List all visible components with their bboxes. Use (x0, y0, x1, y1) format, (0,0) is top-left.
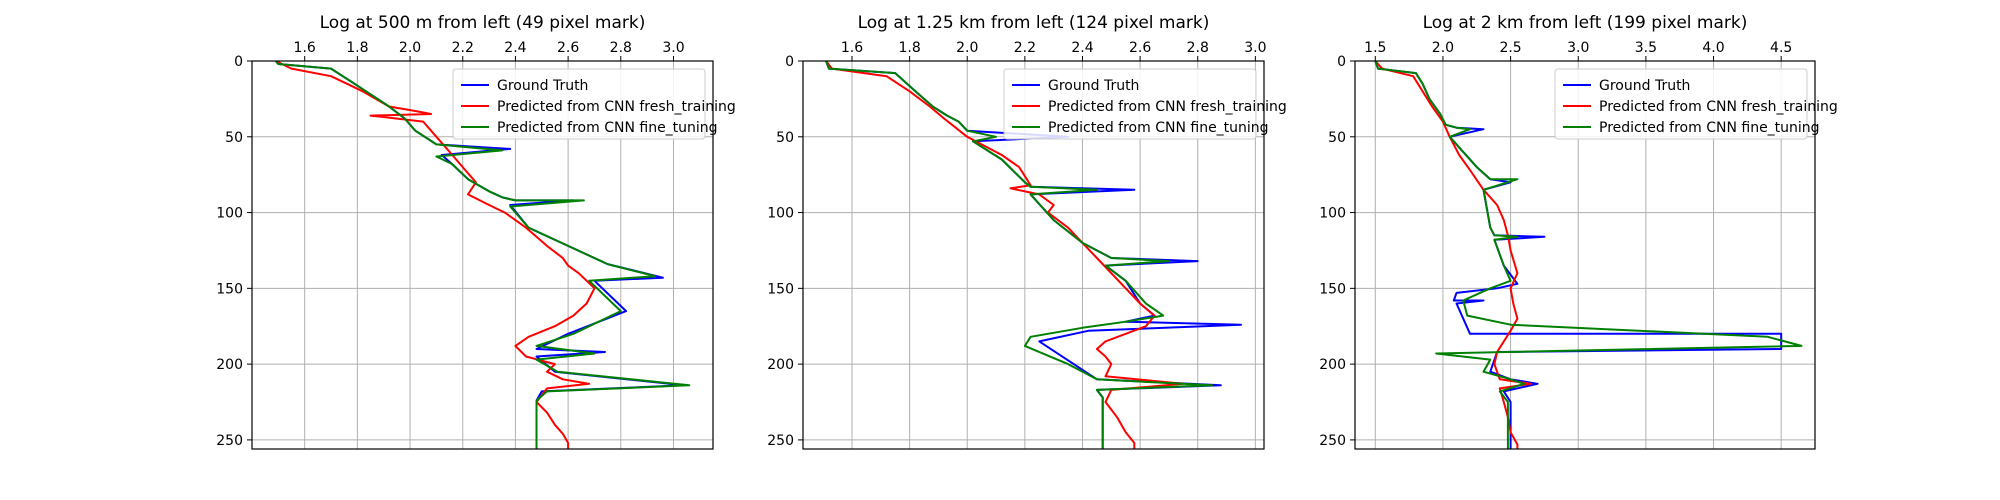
series-line-fresh-training (1374, 61, 1532, 449)
legend-box (452, 68, 706, 140)
series-group (274, 61, 691, 449)
y-tick-label: 50 (225, 130, 243, 146)
legend-label: Predicted from CNN fine_tuning (1599, 120, 1820, 136)
legend-label: Predicted from CNN fine_tuning (1048, 120, 1269, 136)
chart-title: Log at 2 km from left (199 pixel mark) (1423, 13, 1748, 33)
legend-box (1554, 68, 1808, 140)
y-tick-label: 100 (1319, 206, 1346, 222)
x-tick-label: 2.8 (610, 40, 632, 56)
x-tick-label: 2.4 (504, 40, 526, 56)
legend-label: Ground Truth (497, 78, 588, 94)
y-tick-label: 200 (767, 357, 794, 373)
chart-title: Log at 1.25 km from left (124 pixel mark… (858, 13, 1210, 33)
y-tick-label: 100 (216, 206, 243, 222)
y-tick-label: 250 (767, 433, 794, 449)
x-tick-label: 2.6 (557, 40, 579, 56)
legend-label: Predicted from CNN fresh_training (1048, 99, 1287, 115)
x-tick-label: 2.2 (1014, 40, 1036, 56)
x-tick-label: 1.6 (841, 40, 863, 56)
series-line-fine-tuning (825, 61, 1214, 449)
x-tick-label: 2.0 (399, 40, 421, 56)
legend-label: Ground Truth (1048, 78, 1139, 94)
axes-frame (802, 60, 1265, 450)
y-tick-label: 50 (776, 130, 794, 146)
x-tick-label: 2.8 (1187, 40, 1209, 56)
x-tick-label: 4.5 (1770, 40, 1792, 56)
y-tick-label: 100 (767, 206, 794, 222)
legend: Ground Truth Predicted from CNN fresh_tra… (1003, 68, 1287, 140)
series-line-fine-tuning (274, 61, 691, 449)
axes-frame (1354, 60, 1816, 450)
chart-title: Log at 500 m from left (49 pixel mark) (320, 13, 646, 33)
x-tick-label: 4.0 (1702, 40, 1724, 56)
x-tick-label: 2.6 (1129, 40, 1151, 56)
y-tick-label: 0 (785, 54, 794, 70)
series-line-fresh-training (275, 61, 596, 449)
y-tick-label: 200 (1319, 357, 1346, 373)
x-tick-label: 3.5 (1635, 40, 1657, 56)
x-tick-label: 2.0 (1432, 40, 1454, 56)
legend: Ground Truth Predicted from CNN fresh_tra… (452, 68, 736, 140)
y-tick-label: 250 (216, 433, 243, 449)
x-tick-label: 1.5 (1364, 40, 1386, 56)
legend-label: Predicted from CNN fresh_training (1599, 99, 1838, 115)
x-tick-label: 2.4 (1071, 40, 1093, 56)
legend-label: Predicted from CNN fine_tuning (497, 120, 718, 136)
axes-frame (251, 60, 714, 450)
legend-label: Predicted from CNN fresh_training (497, 99, 736, 115)
series-group (1374, 61, 1803, 449)
x-tick-label: 3.0 (1567, 40, 1589, 56)
y-tick-label: 0 (234, 54, 243, 70)
x-tick-label: 1.6 (294, 40, 316, 56)
x-tick-label: 2.2 (452, 40, 474, 56)
x-tick-label: 3.0 (662, 40, 684, 56)
legend-label: Ground Truth (1599, 78, 1690, 94)
chart-panel-3: 1.5 2.0 2.5 3.0 3.5 4.0 4.5 0 50 100 150 200 250 Log … (1319, 13, 1838, 450)
series-line-fine-tuning (1374, 61, 1803, 449)
x-tick-label: 1.8 (898, 40, 920, 56)
y-tick-label: 200 (216, 357, 243, 373)
x-tick-label: 3.0 (1244, 40, 1266, 56)
x-tick-label: 2.5 (1499, 40, 1521, 56)
chart-panel-2: 1.6 1.8 2.0 2.2 2.4 2.6 2.8 3.0 0 50 100 150 200 250 L… (767, 13, 1287, 450)
legend-box (1003, 68, 1257, 140)
y-tick-label: 150 (1319, 281, 1346, 297)
x-tick-label: 2.0 (956, 40, 978, 56)
y-tick-label: 50 (1328, 130, 1346, 146)
y-tick-label: 250 (1319, 433, 1346, 449)
legend: Ground Truth Predicted from CNN fresh_tra… (1554, 68, 1838, 140)
y-tick-label: 150 (767, 281, 794, 297)
y-tick-label: 150 (216, 281, 243, 297)
chart-panel-1: 1.6 1.8 2.0 2.2 2.4 2.6 2.8 3.0 0 50 100 150 200 250 L… (216, 13, 736, 450)
series-group (825, 61, 1242, 449)
y-tick-label: 0 (1337, 54, 1346, 70)
x-tick-label: 1.8 (346, 40, 368, 56)
